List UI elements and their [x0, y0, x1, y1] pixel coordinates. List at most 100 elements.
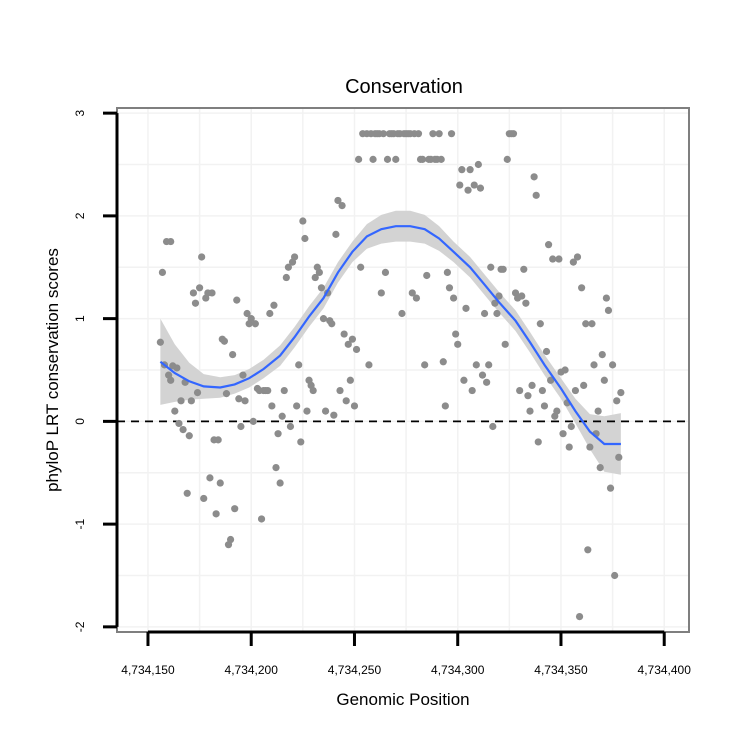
data-point	[522, 299, 530, 307]
data-point	[243, 309, 251, 318]
data-point	[501, 340, 509, 348]
data-point	[547, 376, 555, 384]
data-point	[276, 479, 284, 487]
data-point	[233, 296, 241, 304]
data-point	[602, 294, 611, 302]
data-point	[340, 330, 348, 338]
data-point	[580, 381, 588, 390]
data-points-layer	[156, 130, 625, 621]
data-point	[419, 155, 427, 163]
x-axis-title: Genomic Position	[336, 690, 469, 709]
data-point	[284, 263, 292, 271]
data-point	[379, 130, 387, 138]
data-point	[578, 284, 586, 292]
data-point	[540, 402, 549, 410]
data-point	[191, 299, 200, 307]
x-axis: 4,734,150 4,734,200 4,734,250 4,734,300 4,73…	[121, 630, 691, 677]
smooth-curve-layer	[159, 225, 621, 446]
data-point	[189, 289, 198, 297]
data-point	[268, 402, 276, 410]
y-tick-label: 0	[73, 418, 87, 425]
data-point	[549, 255, 557, 263]
data-point	[177, 397, 185, 405]
data-point	[495, 292, 503, 300]
data-point	[530, 173, 538, 181]
data-point	[229, 350, 237, 359]
data-point	[198, 253, 206, 261]
data-point	[468, 386, 476, 395]
data-point	[567, 422, 575, 431]
data-point	[509, 130, 518, 138]
data-point	[586, 443, 594, 451]
data-point	[435, 130, 443, 138]
data-point	[478, 371, 487, 379]
data-point	[524, 392, 532, 400]
data-point	[187, 397, 195, 405]
data-point	[237, 422, 245, 431]
data-point	[319, 315, 328, 323]
data-point	[357, 263, 365, 271]
data-point	[222, 390, 231, 398]
data-point	[573, 253, 582, 261]
data-point	[392, 155, 400, 163]
data-point	[295, 361, 303, 369]
data-point	[439, 358, 447, 366]
data-point	[452, 330, 460, 338]
data-point	[456, 181, 464, 189]
data-point	[582, 320, 590, 328]
data-point	[272, 464, 280, 472]
data-point	[278, 412, 286, 420]
data-point	[369, 155, 377, 163]
data-point	[483, 378, 491, 386]
data-point	[518, 292, 526, 300]
chart-title: Conservation	[345, 76, 463, 98]
data-point	[266, 309, 274, 318]
data-point	[588, 320, 596, 328]
data-point	[454, 340, 462, 348]
data-point	[480, 309, 489, 318]
data-point	[516, 386, 524, 395]
data-point	[311, 273, 319, 282]
data-point	[412, 294, 421, 302]
data-point	[544, 241, 553, 249]
y-tick-label: 3	[73, 109, 87, 116]
data-point	[315, 268, 323, 276]
data-point	[493, 309, 501, 318]
data-point	[293, 402, 301, 410]
data-point	[534, 438, 542, 446]
data-point	[332, 230, 340, 238]
data-point	[569, 258, 577, 266]
data-point	[336, 386, 344, 395]
y-tick-label: 2	[73, 212, 87, 219]
y-axis: -2 -1 0 1 2 3	[73, 109, 119, 632]
data-point	[555, 255, 563, 263]
smooth-fit-line	[159, 225, 621, 446]
data-point	[445, 284, 454, 292]
x-tick-label: 4,734,250	[328, 663, 382, 677]
y-tick-label: 1	[73, 315, 87, 322]
data-point	[171, 407, 179, 415]
data-point	[611, 571, 619, 580]
data-point	[241, 397, 249, 405]
data-point	[449, 294, 458, 302]
x-tick-label: 4,734,350	[534, 663, 588, 677]
data-point	[175, 419, 183, 428]
data-point	[158, 268, 167, 276]
data-point	[466, 166, 474, 174]
data-point	[270, 301, 278, 309]
grid-lines	[117, 108, 689, 632]
x-tick-label: 4,734,300	[431, 663, 485, 677]
data-point	[503, 155, 511, 163]
data-point	[472, 361, 480, 369]
data-point	[247, 315, 255, 323]
data-point	[575, 612, 584, 621]
data-point	[321, 407, 330, 415]
data-point	[183, 489, 191, 497]
data-point	[264, 386, 272, 395]
data-point	[348, 335, 357, 343]
data-point	[615, 453, 623, 461]
data-point	[297, 438, 305, 446]
data-point	[470, 181, 478, 189]
data-point	[317, 284, 326, 292]
